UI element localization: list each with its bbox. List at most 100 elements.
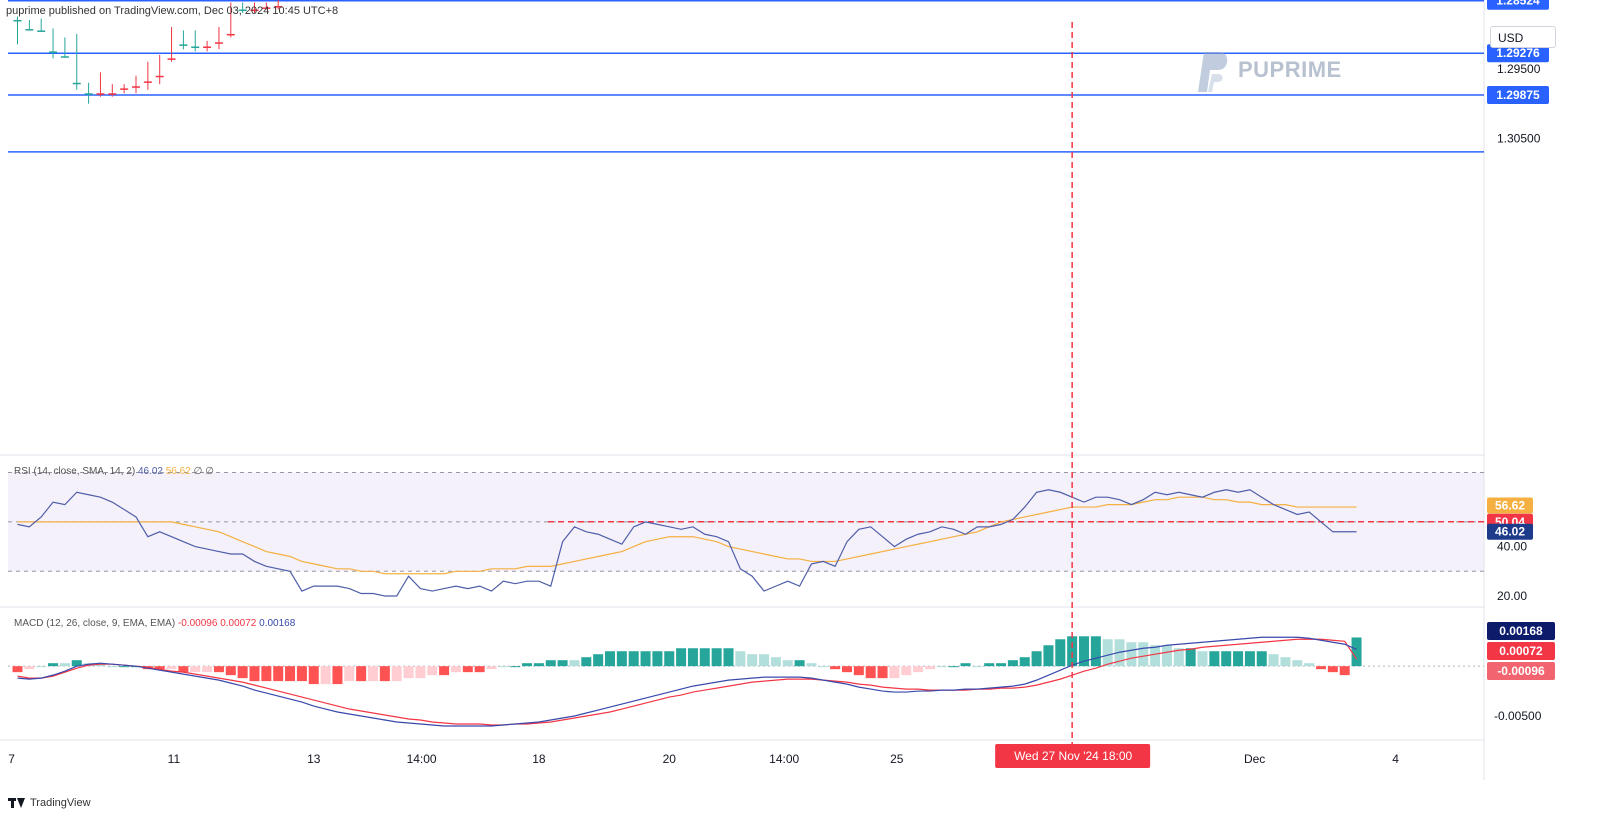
macd-histogram-bar-39	[474, 666, 485, 673]
rsi-badge-label-2: 46.02	[1495, 525, 1525, 539]
macd-histogram-bar-71	[853, 666, 864, 676]
macd-histogram-bar-90	[1079, 636, 1089, 667]
macd-histogram-bar-63	[759, 654, 770, 667]
tradingview-logo-icon	[8, 798, 26, 808]
macd-badge-2: -0.00096	[1487, 662, 1555, 680]
rsi-legend: RSI (14, close, SMA, 14, 2) 46.02 56.62 …	[14, 466, 214, 477]
candle-body-20	[250, 9, 259, 11]
macd-histogram-bar-61	[735, 651, 746, 667]
rsi-legend-value-2: ∅	[194, 466, 206, 477]
level-badge-1-label: 1.29875	[1496, 88, 1540, 102]
macd-histogram-bar-43	[522, 663, 533, 667]
crosshair-time-badge-bg	[995, 744, 1151, 768]
candle-10	[132, 75, 140, 94]
macd-histogram-bar-101	[1209, 651, 1220, 667]
candle-body-10	[132, 86, 140, 88]
macd-histogram-bar-42	[510, 666, 521, 668]
level-badge-1: 1.29875	[1487, 86, 1549, 104]
macd-histogram-bar-21	[261, 666, 272, 682]
macd-histogram-bar-81	[972, 666, 983, 668]
macd-histogram-bar-96	[1150, 645, 1161, 667]
macd-histogram-bar-28	[344, 666, 355, 682]
candle-2	[37, 18, 46, 32]
macd-histogram-bar-0	[12, 666, 23, 673]
rsi-tick-1: 20.00	[1497, 589, 1527, 603]
time-tick-6: 14:00	[769, 752, 799, 766]
tradingview-brand[interactable]: TradingView	[8, 797, 91, 809]
macd-histogram-bar-32	[391, 666, 402, 682]
currency-selector[interactable]: USD	[1490, 26, 1556, 48]
macd-histogram-bar-66	[794, 660, 805, 667]
macd-histogram-bar-17	[213, 666, 224, 673]
macd-histogram-bar-13	[166, 666, 177, 670]
macd-histogram-bar-64	[770, 657, 781, 667]
macd-histogram-bar-48	[581, 657, 592, 667]
macd-histogram-bar-16	[202, 666, 213, 673]
macd-histogram-bar-51	[616, 651, 627, 667]
time-tick-2: 13	[307, 752, 321, 766]
candle-body-12	[155, 75, 164, 78]
macd-line	[17, 636, 1357, 727]
macd-histogram-bar-23	[285, 666, 296, 682]
macd-histogram-bar-100	[1197, 651, 1208, 667]
macd-histogram-bar-57	[687, 648, 698, 667]
candle-19	[238, 2, 247, 13]
level-badge-2-label: 1.29276	[1496, 46, 1540, 60]
candle-16	[203, 40, 212, 52]
candle-body-13	[167, 58, 176, 60]
candle-body-11	[143, 81, 152, 83]
macd-histogram-bar-113	[1351, 637, 1362, 667]
indicator-legends: RSI (14, close, SMA, 14, 2) 46.02 56.62 …	[14, 466, 296, 629]
candle-4	[60, 37, 69, 58]
macd-histogram-bar-103	[1233, 651, 1244, 667]
support-resistance-levels	[8, 0, 1484, 153]
macd-histogram-bar-33	[403, 666, 414, 679]
time-axis[interactable]: 7 11 13 14:00 18 20 14:00 25 Dec 4 Wed 27 Nov '24 …	[8, 744, 1399, 768]
macd-histogram-bar-107	[1280, 657, 1291, 667]
macd-histogram-bar-49	[593, 654, 604, 667]
candle-body-6	[84, 93, 93, 95]
macd-legend: MACD (12, 26, close, 9, EMA, EMA) -0.000…	[14, 618, 296, 629]
macd-histogram-bar-82	[984, 663, 995, 667]
candle-5	[72, 33, 81, 90]
candle-body-18	[226, 33, 235, 36]
macd-histogram-bar-104	[1244, 651, 1255, 667]
candle-15	[191, 30, 200, 52]
rsi-badge-bg-2	[1487, 523, 1533, 540]
macd-histogram-bar-83	[996, 663, 1007, 667]
candle-0	[13, 16, 22, 45]
macd-histogram-bar-112	[1339, 666, 1350, 676]
candle-13	[167, 26, 176, 62]
candle-body-15	[191, 46, 200, 48]
macd-histogram-bar-36	[439, 666, 450, 676]
rsi-tick-0: 40.00	[1497, 540, 1527, 554]
macd-histogram-bar-97	[1161, 645, 1172, 667]
candle-6	[84, 82, 93, 104]
puprime-watermark: PUPRIME	[1190, 48, 1342, 92]
candle-body-5	[72, 82, 81, 85]
price-axis[interactable]: 1.305001.295001.290001.280001.275001.258…	[1487, 0, 1555, 723]
macd-histogram-bar-15	[190, 666, 201, 673]
time-tick-4: 18	[532, 752, 546, 766]
macd-histogram-bar-3	[48, 663, 59, 667]
time-tick-8: Dec	[1244, 752, 1265, 766]
macd-histogram-bar-20	[249, 666, 260, 682]
macd-histogram-bar-69	[830, 666, 841, 670]
macd-badge-bg-2	[1487, 662, 1555, 680]
candle-12	[155, 54, 164, 85]
level-badge-3: 1.28524	[1487, 0, 1549, 10]
candle-body-1	[25, 29, 34, 31]
macd-histogram-bar-99	[1185, 648, 1196, 667]
macd-histogram-bar-111	[1327, 666, 1338, 673]
macd-histogram-bar-53	[640, 651, 651, 667]
level-badge-3-bg	[1487, 0, 1549, 10]
macd-legend-title: MACD (12, 26, close, 9, EMA, EMA)	[14, 618, 178, 629]
time-tick-5: 20	[663, 752, 677, 766]
macd-histogram-bar-24	[296, 666, 307, 682]
macd-signal-line	[17, 638, 1358, 726]
macd-histogram-bar-84	[1007, 660, 1018, 667]
macd-histogram-bar-31	[379, 666, 390, 682]
macd-histogram-bar-98	[1173, 648, 1184, 667]
